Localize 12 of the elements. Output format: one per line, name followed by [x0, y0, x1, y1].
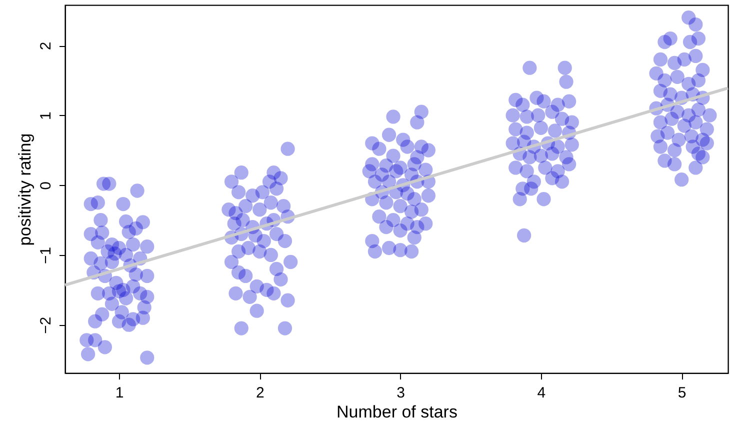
x-tick-label: 1 — [115, 384, 124, 402]
y-tick-label: 1 — [38, 112, 54, 120]
x-tick-label: 2 — [256, 384, 264, 402]
y-tick-label: −1 — [38, 246, 54, 264]
x-tick-label: 5 — [678, 384, 686, 402]
y-tick-label: −2 — [38, 316, 54, 334]
y-axis-title: positivity rating — [16, 133, 34, 246]
y-tick-label: 2 — [38, 42, 54, 50]
x-tick-label: 3 — [396, 384, 405, 402]
x-axis-title: Number of stars — [336, 402, 458, 422]
x-tick-label: 4 — [537, 384, 546, 402]
y-tick-label: 0 — [38, 181, 54, 190]
